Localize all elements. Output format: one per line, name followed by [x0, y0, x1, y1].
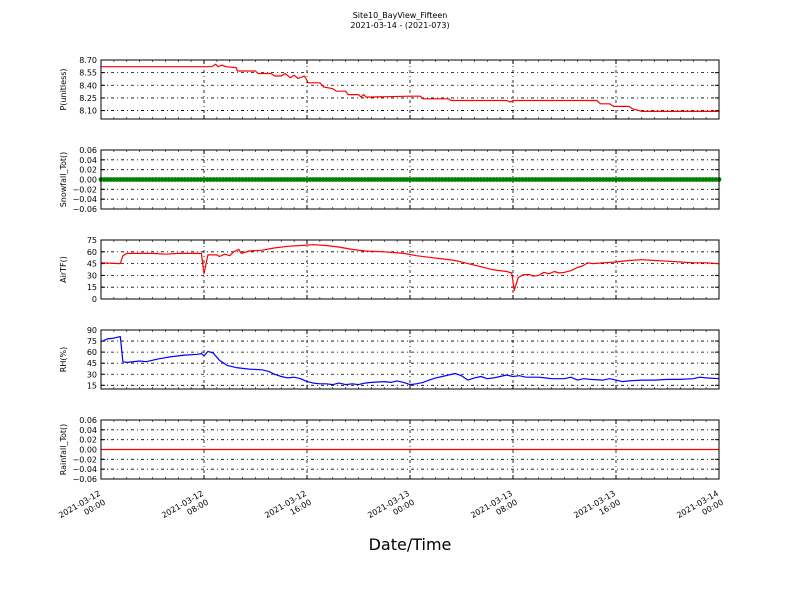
panel-3-ytick-label: 75 — [87, 236, 97, 245]
panel-5-ylabel: Rainfall_Tot() — [59, 424, 68, 476]
panel-5-ytick-label: −0.02 — [72, 455, 97, 464]
panel-4-ytick-label: 75 — [87, 337, 97, 346]
x-tick-label: 2021-03-1208:00 — [160, 489, 210, 529]
panel-2-ytick-label: 0.00 — [79, 176, 97, 185]
panel-1-ytick-label: 8.70 — [79, 56, 97, 65]
panel-3-ytick-label: 60 — [87, 248, 97, 257]
panel-4-ytick-label: 15 — [87, 381, 97, 390]
panel-2-frame — [100, 149, 720, 210]
panel-1-ytick-label: 8.40 — [79, 81, 97, 90]
x-tick-label: 2021-03-1216:00 — [263, 489, 313, 529]
panel-1-ytick-label: 8.55 — [79, 69, 97, 78]
x-tick-label: 2021-03-1200:00 — [57, 489, 107, 529]
panel-2-ytick-label: 0.04 — [79, 156, 97, 165]
panel-4-frame — [100, 329, 720, 390]
panel-4-ytick-label: 90 — [87, 326, 97, 335]
panel-5-ytick-label: 0.02 — [79, 436, 97, 445]
chart-title: Site10_BayView_Fifteen — [352, 11, 448, 20]
panel-5-ytick-label: 0.00 — [79, 446, 97, 455]
panel-4-ytick-label: 45 — [87, 359, 97, 368]
panel-2-ylabel: Snowfall_Tot() — [59, 152, 68, 208]
panel-3-ytick-label: 15 — [87, 283, 97, 292]
panel-3-ytick-label: 45 — [87, 260, 97, 269]
panel-1-ytick-label: 8.10 — [79, 107, 97, 116]
panel-4-ytick-label: 60 — [87, 348, 97, 357]
panel-2-ytick-label: −0.06 — [72, 205, 97, 214]
panel-2-ytick-label: −0.02 — [72, 185, 97, 194]
x-tick-label: 2021-03-1300:00 — [366, 489, 416, 529]
panel-2-ytick-label: −0.04 — [72, 195, 97, 204]
x-tick-label: 2021-03-1400:00 — [675, 489, 725, 529]
panel-5-frame — [100, 419, 720, 480]
panel-3-ytick-label: 30 — [87, 271, 97, 280]
x-axis-label: Date/Time — [368, 535, 452, 554]
panel-1-frame — [100, 59, 720, 120]
panel-3-ylabel: AirTF() — [59, 256, 68, 283]
panel-3-ytick-label: 0 — [92, 295, 97, 304]
panel-5-ytick-label: 0.06 — [79, 416, 97, 425]
panel-4-ylabel: RH(%) — [59, 347, 68, 372]
panel-1-series-line — [101, 63, 719, 112]
panel-5-ytick-label: 0.04 — [79, 426, 97, 435]
x-tick-label: 2021-03-1316:00 — [572, 489, 622, 529]
panel-1-ylabel: P(unitless) — [59, 68, 68, 110]
panel-4-ytick-label: 30 — [87, 370, 97, 379]
panel-4-series-line — [100, 336, 720, 386]
panel-3-frame — [100, 239, 720, 300]
panel-1-ytick-label: 8.25 — [79, 94, 97, 103]
panel-2-ytick-label: 0.06 — [79, 146, 97, 155]
panel-3-series-line — [100, 244, 720, 291]
x-tick-label: 2021-03-1308:00 — [469, 489, 519, 529]
panel-5-ytick-label: −0.06 — [72, 475, 97, 484]
chart-subtitle: 2021-03-14 - (2021-073) — [350, 21, 450, 30]
panel-2-ytick-label: 0.02 — [79, 166, 97, 175]
panel-5-ytick-label: −0.04 — [72, 465, 97, 474]
